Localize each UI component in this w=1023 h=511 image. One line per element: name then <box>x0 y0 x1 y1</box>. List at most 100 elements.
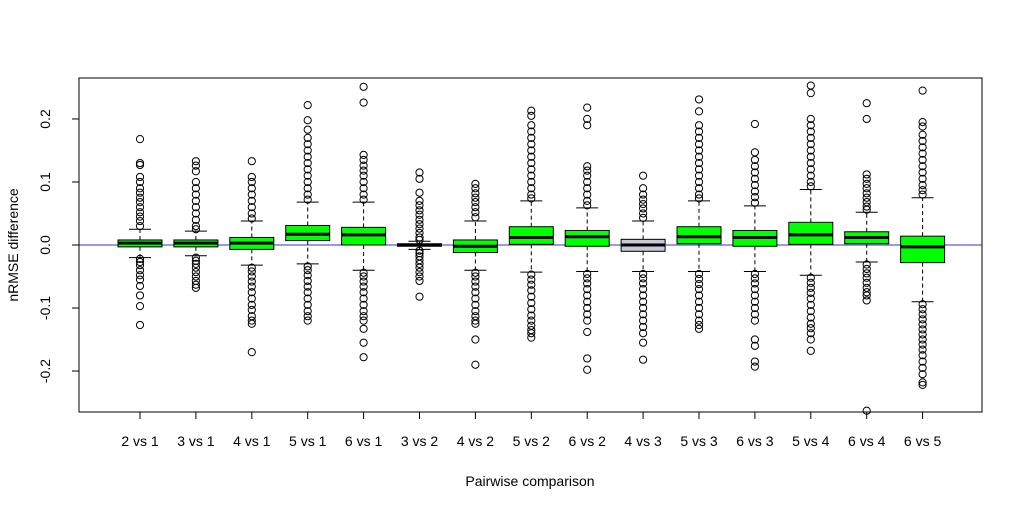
outlier-point <box>862 205 871 214</box>
outlier-point <box>527 140 536 149</box>
outlier-point <box>639 310 648 319</box>
outlier-point <box>750 148 760 157</box>
outlier-point <box>135 135 145 144</box>
outlier-point <box>806 140 815 149</box>
outlier-point <box>359 272 368 281</box>
outlier-point <box>583 303 592 313</box>
outlier-point <box>135 257 145 267</box>
outlier-point <box>694 171 704 180</box>
outlier-point <box>303 152 312 161</box>
outlier-point <box>918 162 927 171</box>
outlier-point <box>918 370 927 379</box>
outlier-point <box>583 190 592 199</box>
outlier-point <box>303 171 312 180</box>
outlier-point <box>415 210 424 219</box>
outlier-point <box>303 184 312 193</box>
outlier-point <box>918 380 927 390</box>
outlier-point <box>191 209 200 218</box>
outlier-point <box>694 297 704 306</box>
outlier-point <box>918 357 927 366</box>
outlier-point <box>247 319 256 328</box>
outlier-point <box>415 292 424 301</box>
outlier-point <box>247 277 256 286</box>
outlier-point <box>359 288 368 297</box>
outlier-point <box>639 279 648 288</box>
outlier-point <box>694 310 704 319</box>
x-tick-label: 5 vs 4 <box>792 433 830 449</box>
outlier-point <box>806 324 815 333</box>
outlier-point <box>639 190 648 199</box>
y-tick-label: -0.2 <box>37 359 53 383</box>
outlier-point <box>191 215 200 224</box>
outlier-point <box>359 316 368 325</box>
x-tick-label: 6 vs 5 <box>904 433 942 449</box>
outlier-point <box>583 196 592 205</box>
outlier-point <box>303 262 312 271</box>
outlier-point <box>303 271 312 280</box>
outlier-point <box>750 187 760 196</box>
outlier-point <box>415 224 424 233</box>
outlier-point <box>527 292 536 301</box>
outlier-point <box>359 307 368 316</box>
outlier-point <box>191 196 200 205</box>
outlier-point <box>694 107 704 116</box>
outlier-point <box>862 264 871 274</box>
outlier-point <box>527 298 536 308</box>
outlier-point <box>415 196 424 205</box>
outlier-point <box>471 193 480 202</box>
outlier-point <box>527 280 536 289</box>
outlier-point <box>750 357 760 366</box>
outlier-point <box>806 288 815 297</box>
outlier-point <box>750 316 760 325</box>
outlier-point <box>527 270 536 279</box>
outlier-point <box>303 294 312 303</box>
outlier-point <box>247 177 256 187</box>
outlier-point <box>303 133 312 142</box>
outlier-point <box>247 157 256 166</box>
outlier-point <box>583 269 592 279</box>
x-tick-label: 3 vs 2 <box>401 433 439 449</box>
outlier-point <box>191 267 200 277</box>
outlier-point <box>639 285 648 294</box>
outlier-point <box>694 291 704 300</box>
outlier-point <box>415 246 424 255</box>
outlier-point <box>918 168 927 177</box>
outlier-point <box>527 171 536 180</box>
outlier-point <box>527 275 536 284</box>
outlier-point <box>806 182 815 191</box>
outlier-point <box>639 171 648 180</box>
outlier-point <box>750 297 760 306</box>
outlier-point <box>191 272 200 281</box>
outlier-point <box>303 190 312 199</box>
outlier-point <box>359 161 368 170</box>
outlier-point <box>694 269 704 279</box>
outlier-point <box>359 195 368 204</box>
outlier-point <box>247 190 256 199</box>
outlier-point <box>415 263 424 272</box>
outlier-point <box>639 204 648 213</box>
outlier-point <box>583 274 592 283</box>
outlier-point <box>527 121 536 130</box>
outlier-point <box>750 269 760 279</box>
outlier-point <box>471 268 480 277</box>
outlier-point <box>750 162 760 171</box>
outlier-point <box>303 276 312 286</box>
outlier-point <box>135 188 145 197</box>
outlier-point <box>583 103 592 112</box>
outlier-point <box>694 146 704 155</box>
outlier-point <box>471 316 480 325</box>
outlier-point <box>527 177 536 187</box>
x-tick-label: 4 vs 3 <box>624 433 662 449</box>
outlier-point <box>583 166 592 175</box>
outlier-point <box>694 140 704 149</box>
outlier-point <box>191 161 200 170</box>
outlier-point <box>694 320 704 330</box>
outlier-point <box>639 269 648 279</box>
outlier-point <box>862 179 871 188</box>
outlier-point <box>806 283 815 292</box>
outlier-point <box>415 215 424 224</box>
outlier-point <box>135 193 145 202</box>
outlier-point <box>862 269 871 278</box>
outlier-point <box>694 316 704 325</box>
